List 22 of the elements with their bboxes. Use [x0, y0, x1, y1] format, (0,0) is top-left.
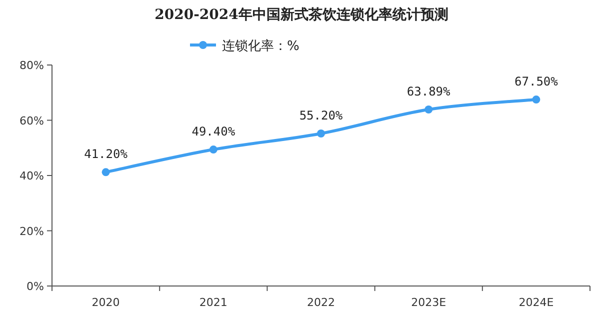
- y-tick-label: 80%: [20, 59, 44, 72]
- legend-label: 连锁化率：%: [222, 38, 300, 54]
- x-tick-label: 2022: [307, 296, 335, 309]
- data-label: 49.40%: [192, 124, 236, 139]
- y-tick-label: 40%: [20, 170, 44, 182]
- point: [532, 96, 540, 104]
- x-tick-label: 2024E: [518, 296, 554, 309]
- point: [102, 168, 110, 176]
- data-label: 55.20%: [299, 108, 344, 123]
- data-label: 67.50%: [514, 74, 559, 89]
- data-label: 63.89%: [406, 84, 452, 99]
- point: [317, 130, 325, 138]
- y-tick-label: 20%: [20, 224, 44, 238]
- x-tick-label: 2020: [92, 296, 120, 309]
- point: [424, 106, 433, 114]
- y-tick-label: 60%: [20, 114, 44, 128]
- y-tick-label: 0%: [26, 280, 44, 293]
- point: [209, 146, 218, 154]
- x-tick-label: 2023E: [411, 296, 446, 309]
- x-tick-label: 2021: [199, 296, 228, 309]
- data-label: 41.20%: [84, 147, 128, 162]
- chart-title: 2020-2024年中国新式茶饮连锁化率统计预测: [154, 6, 448, 23]
